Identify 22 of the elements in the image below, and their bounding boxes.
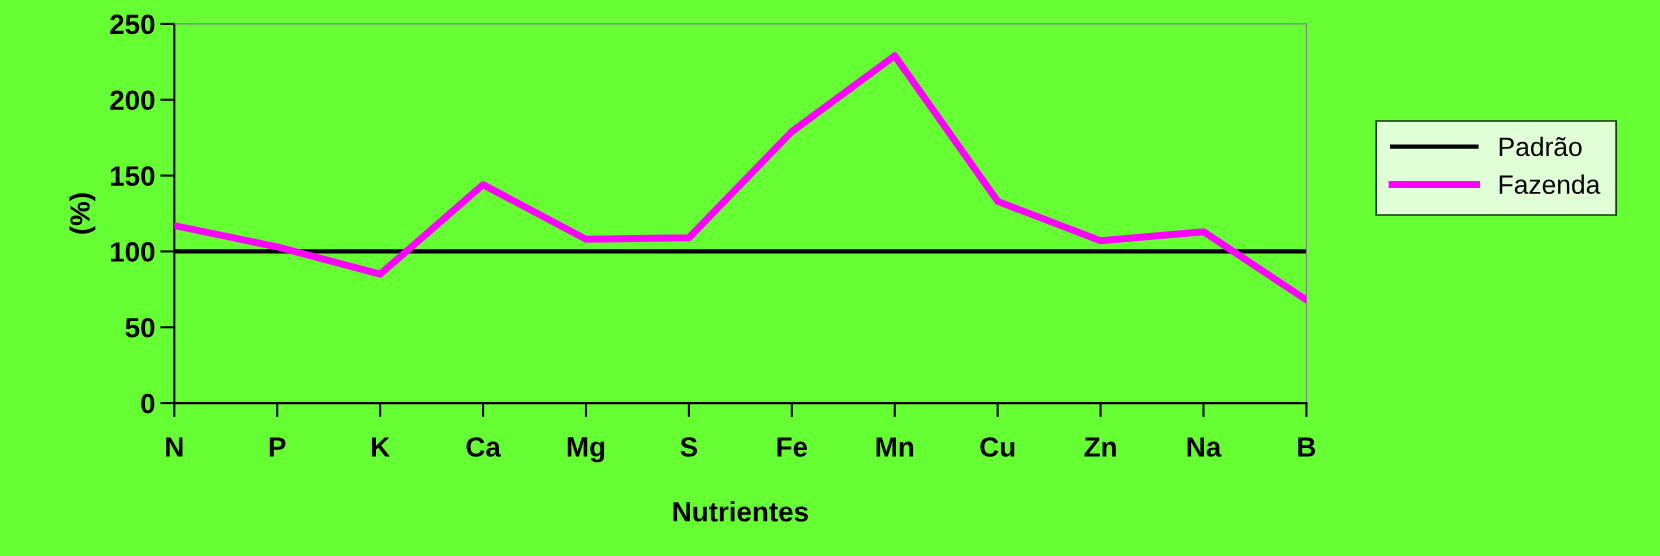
x-tick-label: Cu <box>980 437 1015 457</box>
legend-label: Padrão <box>1499 136 1582 157</box>
x-tick-label: Ca <box>466 437 501 457</box>
x-tick-label: B <box>1298 437 1316 457</box>
legend-label: Fazenda <box>1499 174 1601 194</box>
x-tick-label: Mg <box>567 437 605 463</box>
x-tick-label: K <box>371 437 390 457</box>
y-tick-label: 250 <box>110 14 155 35</box>
x-axis-title: Nutrientes <box>673 501 808 522</box>
x-tick-label: Zn <box>1084 437 1116 457</box>
x-tick-label: Fe <box>777 437 808 457</box>
x-tick-label: S <box>680 437 698 457</box>
x-tick-label: N <box>166 437 183 457</box>
x-tick-label: Na <box>1187 437 1222 457</box>
y-tick-label: 0 <box>141 393 155 414</box>
y-tick-label: 150 <box>110 166 155 186</box>
y-tick-label: 200 <box>110 90 155 111</box>
y-tick-label: 100 <box>110 242 155 262</box>
y-axis-title: (%) <box>69 193 96 234</box>
x-tick-label: Mn <box>876 437 914 457</box>
x-tick-label: P <box>269 437 286 457</box>
y-tick-label: 50 <box>125 317 155 338</box>
